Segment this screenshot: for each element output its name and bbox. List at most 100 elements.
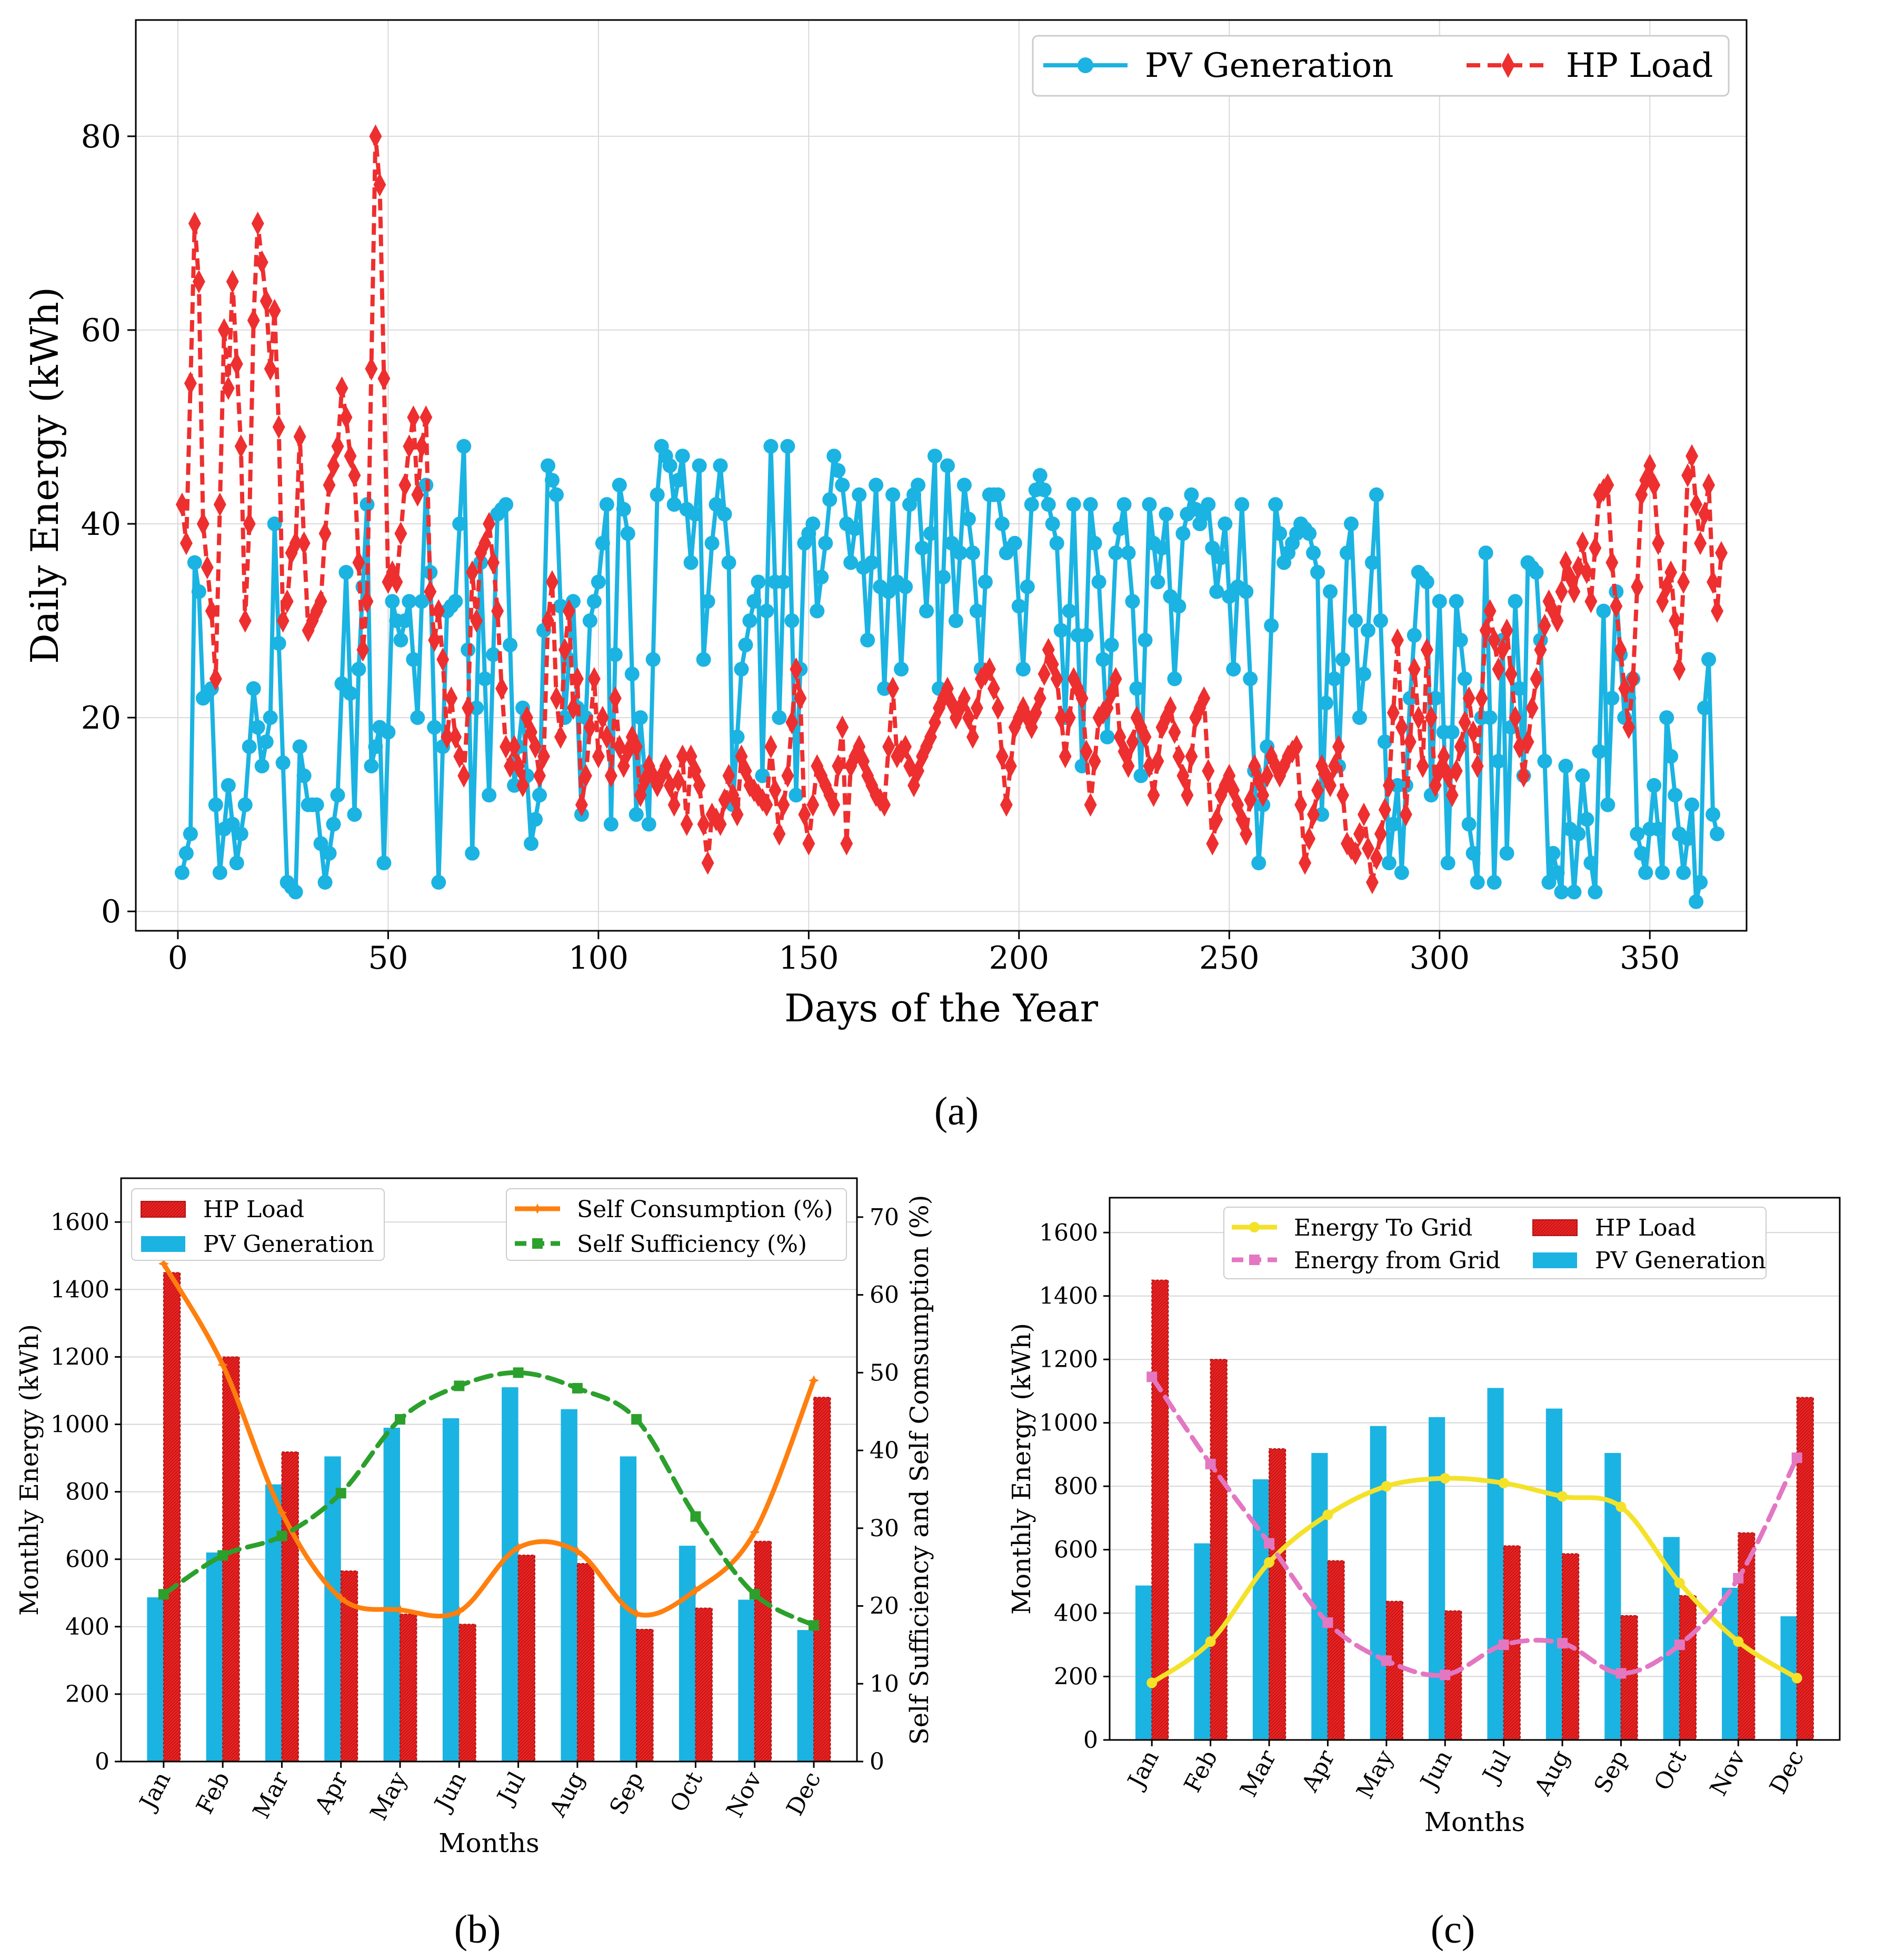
hp-load-point	[764, 734, 777, 759]
pv-generation-point	[1432, 594, 1447, 609]
pv-generation-point	[860, 632, 875, 648]
pv-generation-point	[364, 759, 379, 774]
pv-generation-point	[191, 584, 206, 599]
y-tick-label: 1600	[51, 1209, 109, 1236]
pv-generation-point	[334, 676, 350, 691]
hp-load-point	[175, 492, 188, 516]
bar-pv-generation	[383, 1427, 401, 1762]
hp-load-point	[1605, 551, 1619, 575]
hp-load-point	[1391, 628, 1404, 652]
hp-load-point	[1420, 638, 1433, 662]
pv-generation-point	[1091, 574, 1106, 590]
hp-load-point	[1202, 759, 1215, 783]
x-tick-label: 0	[168, 940, 188, 977]
hp-load-point	[777, 793, 790, 817]
hp-load-point	[1504, 662, 1518, 686]
hp-load-point	[335, 376, 348, 400]
pv-generation-point	[237, 797, 253, 812]
pv-generation-point	[524, 836, 539, 851]
y-tick-label: 0	[95, 1748, 109, 1775]
self-consumption-point	[158, 1258, 169, 1269]
pv-generation-point	[263, 710, 278, 725]
hp-load-point	[1256, 783, 1270, 807]
pv-generation-point	[650, 487, 665, 502]
self-sufficiency-point	[809, 1620, 820, 1631]
x-tick-label: Feb	[1179, 1746, 1223, 1797]
hp-load-point	[592, 744, 605, 769]
hp-load-point	[415, 434, 428, 459]
pv-generation-point	[772, 710, 787, 725]
bar-pv-generation	[1135, 1585, 1152, 1740]
bar-hp-load	[1210, 1359, 1228, 1740]
pv-generation-point	[789, 788, 804, 803]
x-tick-label: Aug	[1529, 1746, 1575, 1800]
bar-hp-load	[400, 1614, 417, 1762]
pv-generation-point	[212, 865, 227, 880]
hp-load-point	[596, 705, 609, 730]
pv-generation-point	[843, 555, 859, 570]
pv-generation-point	[246, 681, 261, 696]
pv-generation-point	[709, 497, 724, 512]
energy-from-grid-point	[1440, 1669, 1451, 1680]
pv-generation-point	[1007, 535, 1022, 551]
legend-pv-label: PV Generation	[1145, 46, 1393, 85]
pv-generation-point	[368, 739, 383, 754]
hp-load-point	[264, 357, 277, 381]
hp-load-point	[575, 793, 588, 817]
hp-load-point	[1618, 676, 1631, 701]
pv-generation-point	[528, 812, 543, 827]
chart-a: 0 50 100 150 200 250 300 350 0 20 40 60 80 PV Generat…	[23, 19, 1748, 1030]
self-consumption-point	[217, 1359, 228, 1370]
hp-load-point	[491, 599, 504, 623]
energy-to-grid-point	[1322, 1509, 1333, 1520]
x-tick-label: Feb	[191, 1767, 235, 1818]
pv-generation-point	[591, 574, 606, 590]
pv-generation-point	[1083, 497, 1098, 512]
y-tick-label: 800	[65, 1479, 109, 1506]
self-sufficiency-point	[690, 1511, 701, 1522]
pv-generation-point	[292, 739, 307, 754]
hp-load-point	[1303, 827, 1316, 851]
hp-load-point	[1399, 802, 1412, 827]
legend-box	[1223, 1207, 1767, 1279]
x-tick-label: Jan	[134, 1767, 176, 1815]
self-consumption-point	[809, 1375, 819, 1386]
x-tick-label: Apr	[1296, 1745, 1341, 1796]
pv-generation-point	[1356, 666, 1371, 682]
pv-generation-point	[616, 502, 631, 517]
pv-generation-point	[1209, 584, 1224, 599]
hp-load-point	[495, 676, 508, 701]
pv-generation-point	[1457, 671, 1472, 687]
pv-generation-point	[1461, 817, 1477, 832]
hp-load-point	[1337, 783, 1350, 807]
pv-generation-point	[250, 720, 265, 735]
pv-generation-point	[784, 613, 800, 629]
pv-generation-point	[675, 449, 690, 464]
pv-generation-point	[1604, 691, 1620, 706]
x-tick-label: Aug	[544, 1767, 590, 1822]
hp-load-point	[970, 696, 983, 720]
chart-c: 0 200 400 600 800 1000 1200 1400 1600 Jan Feb Mar Ap…	[1007, 1197, 1841, 1837]
x-tick-label: 150	[779, 940, 839, 977]
self-sufficiency-point	[276, 1530, 287, 1541]
hp-load-point	[529, 734, 542, 759]
hp-load-point	[1488, 628, 1501, 652]
pv-generation-point	[296, 768, 312, 783]
x-tick-label: Dec	[1764, 1746, 1809, 1798]
hp-load-point	[1534, 638, 1547, 662]
hp-load-point	[1075, 686, 1089, 710]
hp-load-point	[500, 734, 513, 759]
hp-load-point	[1050, 666, 1063, 691]
x-tick-label: Mar	[248, 1767, 295, 1823]
hp-load-point	[1627, 666, 1640, 691]
pv-generation-point	[1634, 845, 1649, 861]
pv-generation-point	[503, 638, 518, 653]
hp-load-point	[1299, 851, 1312, 875]
pv-generation-point	[704, 535, 720, 551]
hp-load-point	[516, 773, 530, 798]
hp-load-point	[222, 376, 235, 400]
pv-generation-point	[738, 638, 753, 653]
pv-generation-point	[326, 817, 341, 832]
hp-load-point	[995, 744, 1009, 769]
hp-load-point	[432, 599, 445, 623]
